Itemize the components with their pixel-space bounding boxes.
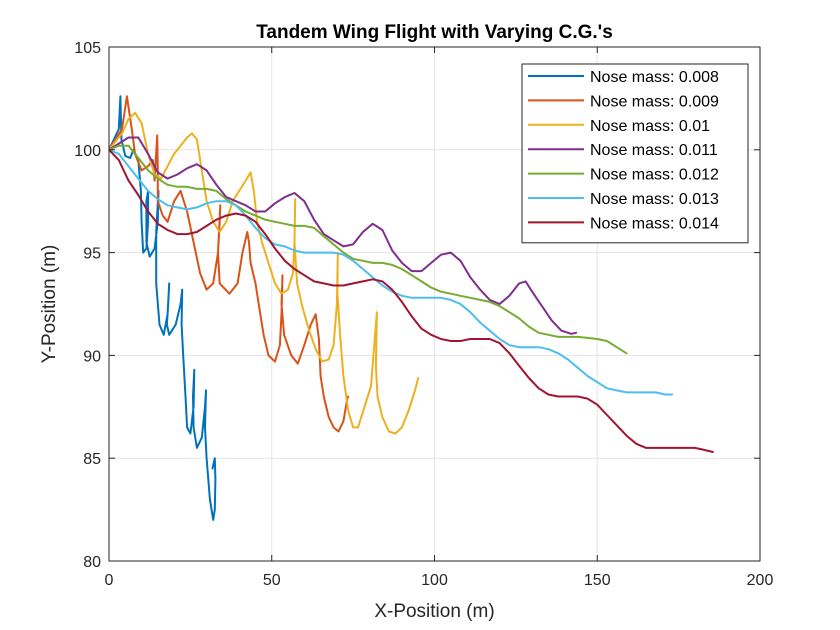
legend-label: Nose mass: 0.014 — [590, 215, 719, 232]
legend-label: Nose mass: 0.012 — [590, 167, 719, 184]
legend-entry: Nose mass: 0.009 — [528, 93, 719, 110]
series-line-4 — [109, 136, 578, 335]
y-tick-label: 100 — [74, 143, 101, 160]
x-tick-label: 150 — [584, 572, 611, 589]
x-tick-label: 200 — [747, 572, 774, 589]
legend-entry: Nose mass: 0.013 — [528, 191, 719, 208]
chart-title: Tandem Wing Flight with Varying C.G.'s — [256, 22, 613, 43]
series-line-7 — [109, 148, 714, 453]
x-axis-ticks: 0 50 100 150 200 — [105, 47, 774, 589]
y-axis-label: Y-Position (m) — [39, 245, 60, 364]
legend-entry: Nose mass: 0.012 — [528, 167, 719, 184]
series-line-2 — [109, 95, 350, 433]
y-tick-label: 95 — [83, 246, 101, 263]
legend-label: Nose mass: 0.013 — [590, 191, 719, 208]
y-tick-label: 105 — [74, 40, 101, 57]
legend-label: Nose mass: 0.011 — [590, 142, 718, 159]
x-tick-label: 100 — [421, 572, 448, 589]
x-tick-label: 50 — [263, 572, 281, 589]
legend: Nose mass: 0.008 Nose mass: 0.009 Nose mas… — [521, 63, 749, 244]
y-tick-label: 90 — [83, 348, 101, 365]
legend-label: Nose mass: 0.01 — [590, 118, 710, 135]
legend-label: Nose mass: 0.008 — [590, 69, 719, 86]
series-line-6 — [109, 148, 674, 396]
y-axis-ticks: 80 85 90 95 100 105 — [74, 40, 760, 571]
legend-entry: Nose mass: 0.008 — [528, 69, 719, 86]
legend-label: Nose mass: 0.009 — [590, 93, 719, 110]
y-tick-label: 85 — [83, 451, 101, 468]
series-line-3 — [109, 111, 420, 435]
y-tick-label: 80 — [83, 554, 101, 571]
legend-entry: Nose mass: 0.014 — [528, 215, 719, 232]
series-group — [109, 95, 714, 521]
legend-box — [521, 63, 749, 244]
x-tick-label: 0 — [105, 572, 114, 589]
legend-entry: Nose mass: 0.011 — [528, 142, 718, 159]
legend-entry: Nose mass: 0.01 — [528, 118, 710, 135]
x-axis-label: X-Position (m) — [374, 601, 494, 622]
series-line-1 — [109, 95, 217, 521]
series-line-5 — [109, 144, 628, 355]
